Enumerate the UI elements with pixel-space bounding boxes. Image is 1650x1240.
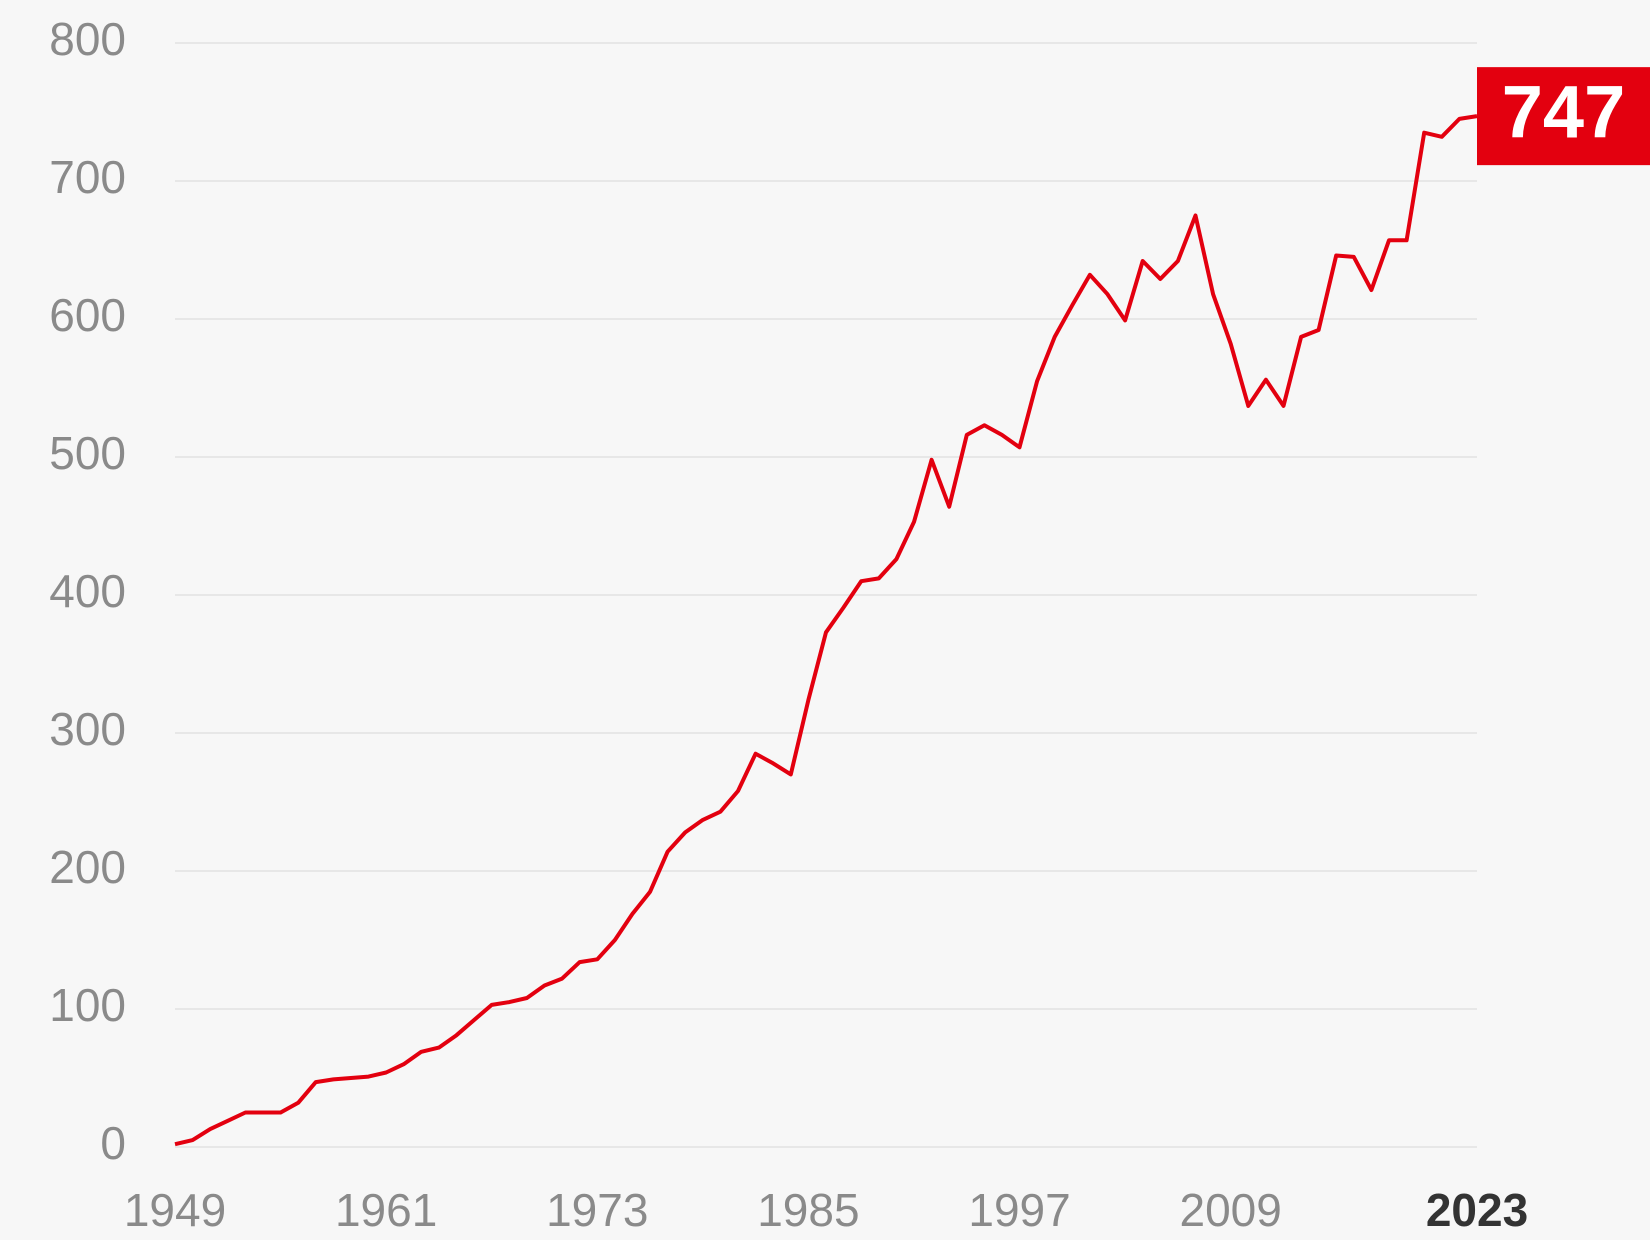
y-tick-label: 800 bbox=[49, 13, 126, 65]
y-tick-label: 100 bbox=[49, 979, 126, 1031]
y-tick-label: 300 bbox=[49, 703, 126, 755]
x-tick-label: 1973 bbox=[546, 1184, 648, 1236]
y-tick-label: 700 bbox=[49, 151, 126, 203]
x-tick-label: 1949 bbox=[124, 1184, 226, 1236]
x-tick-label: 1997 bbox=[968, 1184, 1070, 1236]
value-label-box bbox=[1477, 67, 1650, 166]
x-tick-label: 2023 bbox=[1426, 1184, 1528, 1236]
x-tick-label: 2009 bbox=[1180, 1184, 1282, 1236]
x-tick-label: 1985 bbox=[757, 1184, 859, 1236]
y-tick-label: 600 bbox=[49, 289, 126, 341]
y-tick-label: 400 bbox=[49, 565, 126, 617]
y-tick-label: 0 bbox=[100, 1117, 126, 1169]
data-line bbox=[174, 114, 1478, 1147]
y-tick-label: 500 bbox=[49, 427, 126, 479]
value-label: 747 bbox=[1502, 71, 1625, 154]
x-tick-label: 1961 bbox=[335, 1184, 437, 1236]
y-tick-label: 200 bbox=[49, 841, 126, 893]
